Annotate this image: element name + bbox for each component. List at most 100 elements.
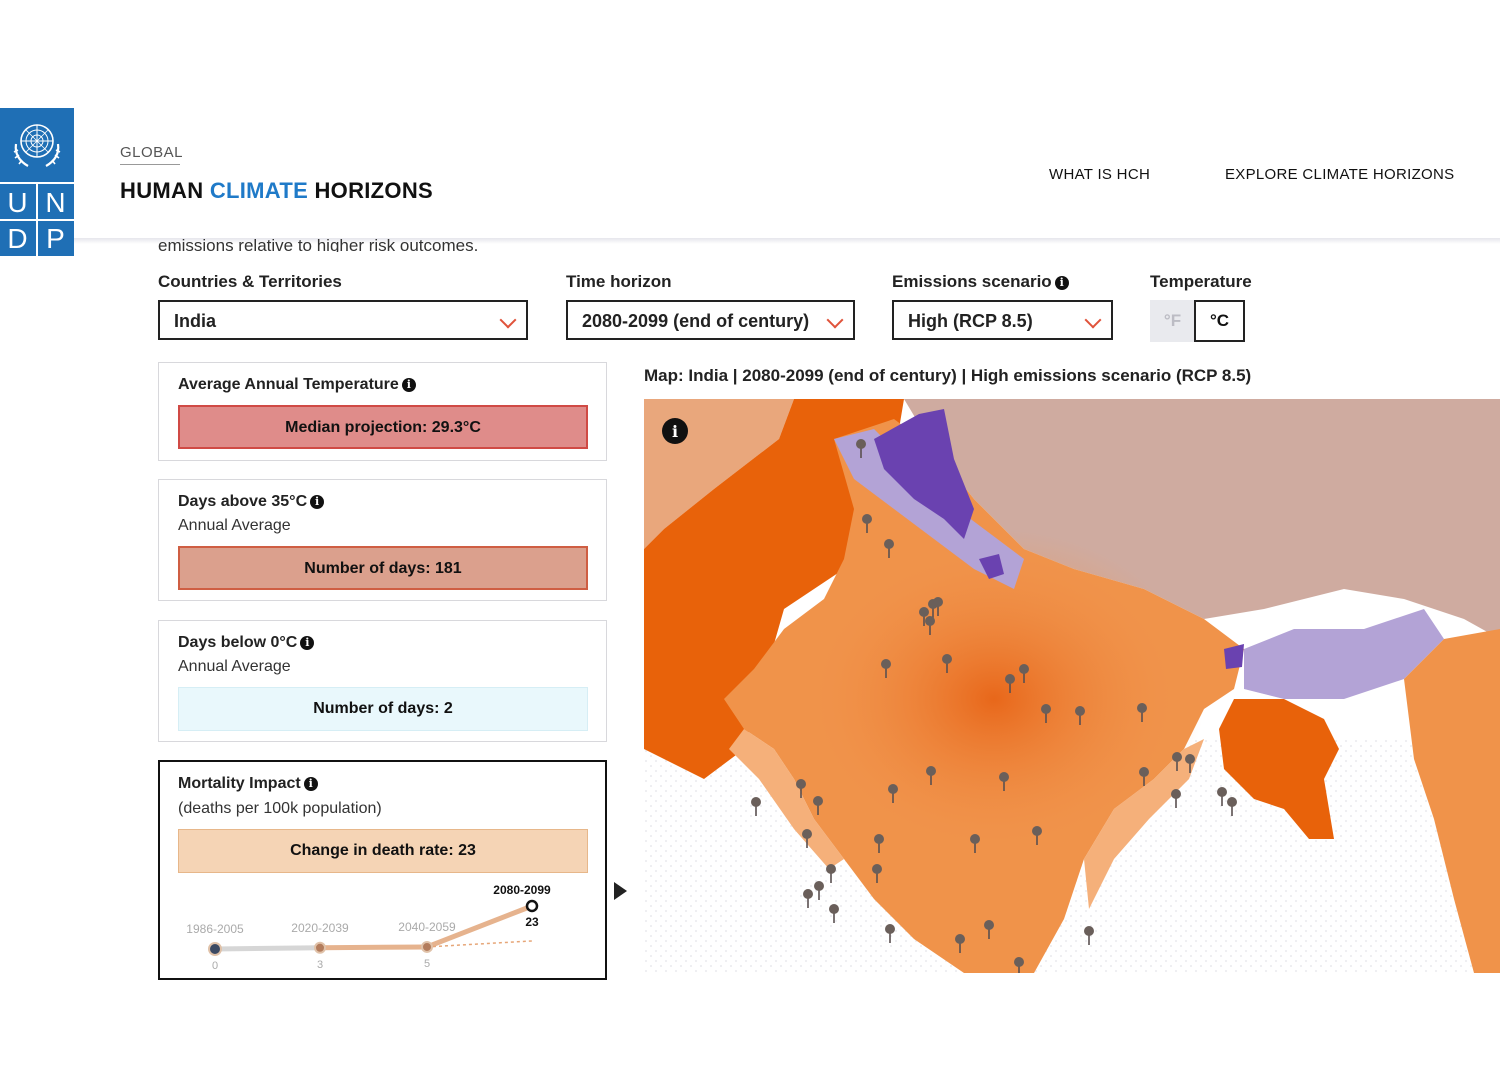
map-pin-icon[interactable] [919, 607, 929, 626]
mortality-impact-card[interactable]: Mortality Impact i (deaths per 100k popul… [158, 760, 607, 980]
map-pin-icon[interactable] [862, 514, 872, 533]
climate-map[interactable]: i [644, 399, 1500, 973]
time-horizon-select[interactable]: 2080-2099 (end of century) [566, 300, 855, 340]
site-title-part3: HORIZONS [314, 178, 433, 203]
chart-value-label: 0 [212, 960, 218, 972]
logo-letter-n: N [45, 187, 66, 218]
death-rate-value-box: Change in death rate: 23 [178, 829, 588, 873]
map-pin-icon[interactable] [1075, 706, 1085, 725]
country-select-value: India [174, 311, 217, 331]
map-pin-icon[interactable] [872, 864, 882, 883]
emissions-scenario-select[interactable]: High (RCP 8.5) [892, 300, 1113, 340]
country-select[interactable]: India [158, 300, 528, 340]
map-pin-icon[interactable] [829, 904, 839, 923]
map-pin-icon[interactable] [999, 772, 1009, 791]
cold-days-value-box: Number of days: 2 [178, 687, 588, 731]
temperature-info-icon[interactable]: i [401, 378, 416, 392]
play-icon[interactable] [614, 882, 627, 900]
himalaya-dark-patch [979, 554, 1004, 579]
chart-point[interactable] [421, 940, 433, 953]
chart-point[interactable] [525, 899, 539, 913]
hot-days-info-icon[interactable]: i [310, 495, 325, 509]
chart-value-label: 3 [317, 959, 323, 971]
map-pin-icon[interactable] [1227, 797, 1237, 816]
logo-letter-u: U [7, 187, 28, 218]
site-title[interactable]: HUMAN CLIMATE HORIZONS [120, 178, 433, 204]
map-pin-icon[interactable] [1032, 826, 1042, 845]
map-pin-icon[interactable] [813, 796, 823, 815]
chart-value-label: 5 [424, 958, 430, 970]
map-pin-icon[interactable] [1014, 957, 1024, 973]
header-eyebrow[interactable]: GLOBAL [120, 144, 184, 161]
map-pin-icon[interactable] [926, 766, 936, 785]
avg-temperature-card: Average Annual Temperature i Median proje… [158, 362, 607, 461]
map-pin-icon[interactable] [933, 597, 943, 616]
coastal-strip-west [729, 729, 844, 869]
map-pin-icon[interactable] [885, 924, 895, 943]
map-pin-icon[interactable] [874, 834, 884, 853]
map-pin-icon[interactable] [1005, 674, 1015, 693]
temperature-label: Temperature [1150, 272, 1252, 291]
map-pin-icon[interactable] [1185, 754, 1195, 773]
country-label: Countries & Territories [158, 272, 342, 291]
chart-point[interactable] [208, 942, 222, 956]
coastal-strip-east [1084, 739, 1204, 909]
mortality-subtitle: (deaths per 100k population) [178, 800, 382, 817]
chevron-down-icon [826, 311, 844, 329]
median-projection-box: Median projection: 29.3°C [178, 405, 588, 449]
map-pin-icon[interactable] [751, 797, 761, 816]
chevron-down-icon [499, 311, 517, 329]
map-pin-icon[interactable] [856, 439, 866, 458]
mortality-line-chart: 1986-2005 0 2020-2039 3 2040-2059 5 2080-2099 2… [186, 883, 551, 972]
northeast-light-purple [1244, 609, 1444, 699]
map-pin-icon[interactable] [802, 829, 812, 848]
unit-fahrenheit-button[interactable]: °F [1150, 300, 1195, 342]
map-pin-icon[interactable] [826, 864, 836, 883]
map-pin-icon[interactable] [1019, 664, 1029, 683]
map-pin-icon[interactable] [1139, 767, 1149, 786]
city-pins [751, 439, 1237, 973]
map-pin-icon[interactable] [884, 539, 894, 558]
map-pin-icon[interactable] [1041, 704, 1051, 723]
nav-explore-climate-horizons[interactable]: EXPLORE CLIMATE HORIZONS [1225, 166, 1455, 183]
map-title: Map: India | 2080-2099 (end of century) … [644, 366, 1252, 385]
map-pin-icon[interactable] [803, 889, 813, 908]
chart-value-label: 23 [525, 915, 539, 929]
map-pin-icon[interactable] [984, 920, 994, 939]
map-pin-icon[interactable] [881, 659, 891, 678]
time-horizon-label: Time horizon [566, 272, 672, 291]
eyebrow-underline [120, 164, 180, 165]
mortality-info-icon[interactable]: i [303, 777, 318, 791]
map-pin-icon[interactable] [942, 654, 952, 673]
map-pin-icon[interactable] [1137, 703, 1147, 722]
map-pin-icon[interactable] [796, 779, 806, 798]
chart-x-label: 1986-2005 [186, 922, 244, 936]
intro-text-clipped: emissions relative to higher risk outcom… [158, 236, 479, 252]
nav-what-is-hch[interactable]: WHAT IS HCH [1049, 166, 1151, 183]
map-pin-icon[interactable] [1171, 789, 1181, 808]
chart-x-label: 2040-2059 [398, 920, 456, 934]
chart-x-label: 2020-2039 [291, 921, 349, 935]
emissions-info-icon[interactable]: i [1054, 276, 1069, 290]
region-west-dark [644, 399, 904, 779]
region-east [1404, 629, 1500, 973]
cold-days-info-icon[interactable]: i [300, 636, 315, 650]
map-pin-icon[interactable] [814, 881, 824, 900]
map-pin-icon[interactable] [1172, 752, 1182, 771]
days-above-subtitle: Annual Average [178, 517, 291, 534]
chart-segment [319, 944, 428, 951]
svg-text:i: i [672, 422, 678, 441]
map-pin-icon[interactable] [970, 834, 980, 853]
map-info-icon[interactable]: i [662, 418, 688, 444]
chart-point[interactable] [314, 941, 326, 954]
header-shadow [74, 238, 1500, 244]
heat-center-gradient [784, 529, 1204, 869]
undp-logo[interactable]: U N D P [0, 108, 74, 256]
unit-celsius-button[interactable]: °C [1194, 300, 1245, 342]
map-pin-icon[interactable] [955, 934, 965, 953]
map-pin-icon[interactable] [1217, 787, 1227, 806]
map-pin-icon[interactable] [925, 616, 935, 635]
map-pin-icon[interactable] [888, 784, 898, 803]
chart-segment-baseline [214, 945, 321, 952]
map-pin-icon[interactable] [1084, 926, 1094, 945]
